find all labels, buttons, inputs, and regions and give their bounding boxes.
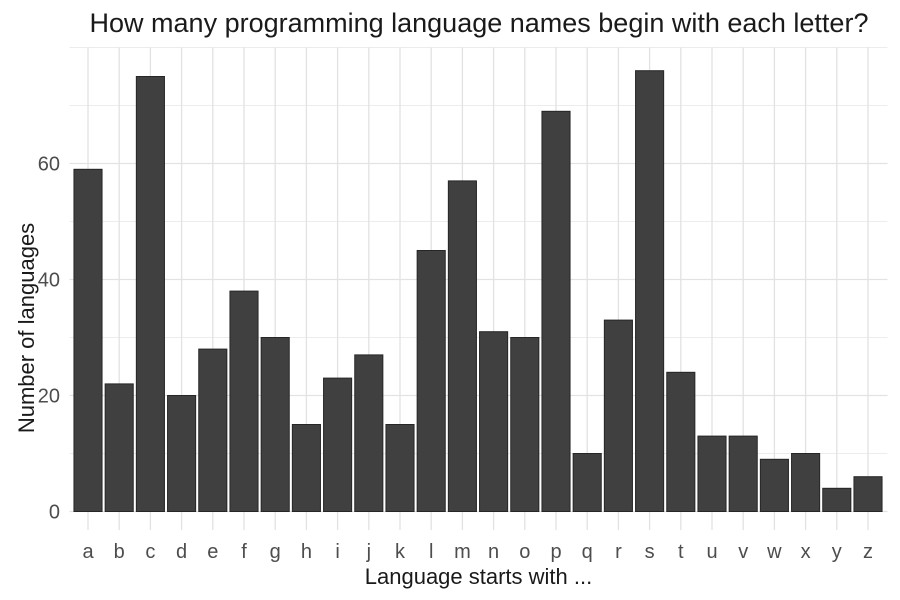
x-tick-label-p: p xyxy=(550,541,561,563)
x-tick-label-t: t xyxy=(678,541,684,563)
x-tick-label-e: e xyxy=(207,541,218,563)
x-tick-label-d: d xyxy=(176,541,187,563)
bar-l xyxy=(416,250,446,512)
x-tick-label-u: u xyxy=(706,541,717,563)
x-tick-label-i: i xyxy=(335,541,339,563)
x-tick-label-b: b xyxy=(114,541,125,563)
bar-r xyxy=(603,319,633,512)
y-tick-label-40: 40 xyxy=(38,270,60,292)
bar-b xyxy=(104,383,134,512)
x-axis-title: Language starts with ... xyxy=(364,564,593,589)
bar-i xyxy=(323,377,353,512)
bar-q xyxy=(572,453,602,512)
bar-e xyxy=(198,348,228,512)
bar-d xyxy=(167,395,197,512)
x-tick-label-s: s xyxy=(645,541,655,563)
bar-n xyxy=(479,331,509,513)
x-tick-label-k: k xyxy=(395,541,406,563)
x-tick-label-q: q xyxy=(582,541,593,563)
x-tick-label-l: l xyxy=(429,541,433,563)
bar-a xyxy=(73,168,103,513)
chart-title: How many programming language names begi… xyxy=(89,8,869,38)
x-tick-label-y: y xyxy=(832,541,842,563)
bar-k xyxy=(385,424,415,512)
x-tick-label-z: z xyxy=(863,541,873,563)
y-tick-label-20: 20 xyxy=(38,386,60,408)
bar-j xyxy=(354,354,384,512)
bar-o xyxy=(510,337,540,512)
x-tick-label-r: r xyxy=(615,541,622,563)
x-tick-label-m: m xyxy=(454,541,471,563)
x-tick-label-h: h xyxy=(301,541,312,563)
x-tick-label-o: o xyxy=(519,541,530,563)
x-tick-label-w: w xyxy=(766,541,782,563)
bar-s xyxy=(635,70,665,512)
bar-p xyxy=(541,110,571,513)
bar-y xyxy=(822,487,852,512)
x-tick-label-x: x xyxy=(801,541,811,563)
x-tick-label-f: f xyxy=(241,541,247,563)
bar-m xyxy=(447,180,477,512)
x-tick-label-j: j xyxy=(366,541,371,563)
bar-x xyxy=(791,453,821,512)
y-tick-label-0: 0 xyxy=(49,502,60,524)
bar-h xyxy=(291,424,321,512)
bar-c xyxy=(135,76,165,512)
x-tick-label-v: v xyxy=(738,541,748,563)
bar-g xyxy=(260,337,290,512)
bar-u xyxy=(697,435,727,513)
x-tick-label-c: c xyxy=(145,541,155,563)
bar-t xyxy=(666,371,696,512)
x-tick-label-g: g xyxy=(270,541,281,563)
bar-w xyxy=(759,458,789,512)
bar-v xyxy=(728,435,758,513)
bar-z xyxy=(853,476,883,513)
bar-f xyxy=(229,290,259,512)
y-tick-label-60: 60 xyxy=(38,154,60,176)
x-tick-label-n: n xyxy=(488,541,499,563)
x-tick-label-a: a xyxy=(82,541,94,563)
